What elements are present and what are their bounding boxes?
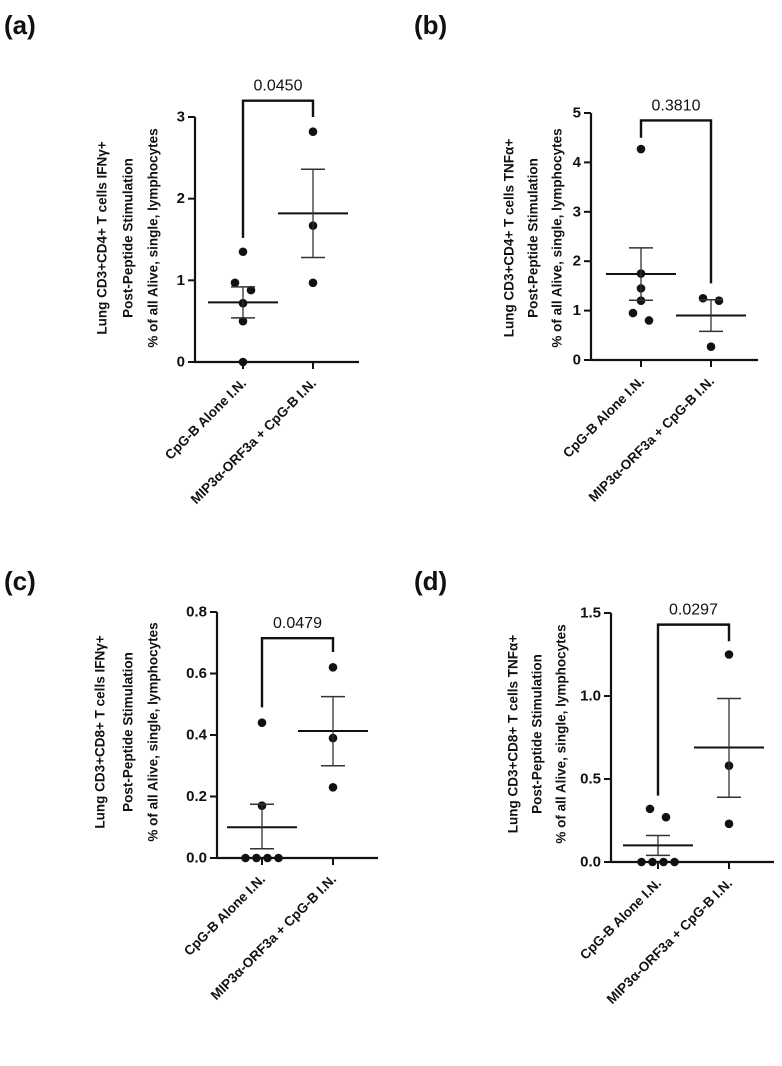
y-axis-label-line: Lung CD3+CD4+ T cells IFNγ+ xyxy=(95,141,110,334)
y-tick-label: 1 xyxy=(573,302,581,319)
data-point xyxy=(724,819,734,829)
y-tick-label: 5 xyxy=(573,105,581,122)
panel-c: (c) Lung CD3+CD8+ T cells IFNγ+ Post-Pepti… xyxy=(4,566,378,1003)
y-tick-label: 1.5 xyxy=(580,605,601,622)
data-point xyxy=(724,650,734,659)
series-2 xyxy=(298,663,368,792)
data-point xyxy=(238,316,248,326)
y-tick-label: 2 xyxy=(573,253,581,270)
data-point xyxy=(636,144,646,154)
series-1 xyxy=(623,804,693,867)
y-tick-label: 1 xyxy=(177,272,185,289)
y-tick-label: 0.4 xyxy=(186,727,208,744)
data-point xyxy=(628,308,638,318)
data-point xyxy=(698,293,708,303)
y-tick-label: 1.0 xyxy=(580,688,601,705)
data-point xyxy=(238,357,248,367)
data-point xyxy=(308,127,318,136)
panel-b: (b) Lung CD3+CD4+ T cells TNFα+ Post-Pepti… xyxy=(414,10,758,505)
p-value-label: 0.0479 xyxy=(273,615,322,632)
y-tick-label: 0 xyxy=(177,354,185,371)
series-2 xyxy=(278,127,348,288)
y-tick-label: 3 xyxy=(177,109,185,126)
y-axis-label-line: Post-Peptide Stimulation xyxy=(530,654,545,814)
y-axis-label-line: Lung CD3+CD4+ T cells TNFα+ xyxy=(502,139,517,338)
y-axis-label-line: Post-Peptide Stimulation xyxy=(121,158,136,318)
x-tick-label: MIP3α-ORF3a + CpG-B I.N. xyxy=(604,876,735,1007)
data-point xyxy=(308,278,318,288)
significance-bracket xyxy=(639,119,713,284)
significance-bracket xyxy=(241,99,315,238)
data-point xyxy=(230,278,240,288)
p-value-label: 0.0297 xyxy=(669,602,718,619)
y-tick-label: 4 xyxy=(573,154,582,171)
panel-letter: (d) xyxy=(414,566,447,596)
p-value-label: 0.0450 xyxy=(254,78,303,95)
panel-letter: (b) xyxy=(414,10,447,40)
series-1 xyxy=(208,247,278,367)
series-2 xyxy=(694,650,764,829)
y-axis-label-line: Post-Peptide Stimulation xyxy=(526,158,541,318)
series-2 xyxy=(676,293,746,351)
data-point xyxy=(238,247,248,257)
data-point xyxy=(274,853,283,863)
y-axis-label-line: % of all Alive, single, lymphocytes xyxy=(550,128,565,347)
y-tick-label: 0.5 xyxy=(580,771,601,788)
y-tick-label: 0.0 xyxy=(186,850,207,867)
significance-bracket xyxy=(656,623,731,796)
data-point xyxy=(645,804,655,814)
data-point xyxy=(648,857,657,867)
series-1 xyxy=(227,718,297,863)
data-point xyxy=(328,663,338,672)
panel-letter: (a) xyxy=(4,10,36,40)
y-axis-label-line: % of all Alive, single, lymphocytes xyxy=(554,624,569,843)
panel-d: (d) Lung CD3+CD8+ T cells TNFα+ Post-Pepti… xyxy=(414,566,774,1007)
significance-bracket xyxy=(260,636,335,708)
panel-a: (a) Lung CD3+CD4+ T cells IFNγ+ Post-Pepti… xyxy=(4,10,359,507)
y-tick-label: 2 xyxy=(177,190,185,207)
series-1 xyxy=(606,144,676,325)
y-tick-label: 0 xyxy=(573,352,581,369)
data-point xyxy=(252,853,261,863)
y-tick-label: 0.2 xyxy=(186,788,207,805)
y-tick-label: 0.6 xyxy=(186,665,207,682)
y-axis-label-line: Lung CD3+CD8+ T cells IFNγ+ xyxy=(93,635,108,828)
x-tick-label: MIP3α-ORF3a + CpG-B I.N. xyxy=(188,376,319,507)
y-tick-label: 3 xyxy=(573,203,581,220)
data-point xyxy=(659,857,668,867)
x-tick-label: MIP3α-ORF3a + CpG-B I.N. xyxy=(586,374,717,505)
y-tick-label: 0.8 xyxy=(186,604,207,621)
y-axis-label-line: Post-Peptide Stimulation xyxy=(121,652,136,812)
data-point xyxy=(637,857,646,867)
y-tick-label: 0.0 xyxy=(580,854,601,871)
p-value-label: 0.3810 xyxy=(652,97,701,114)
data-point xyxy=(241,853,250,863)
y-axis-label-line: Lung CD3+CD8+ T cells TNFα+ xyxy=(506,635,521,834)
data-point xyxy=(706,342,716,351)
data-point xyxy=(661,812,671,822)
data-point xyxy=(644,316,654,325)
data-point xyxy=(714,296,724,306)
y-axis-label-line: % of all Alive, single, lymphocytes xyxy=(146,622,161,841)
data-point xyxy=(263,853,272,863)
panel-letter: (c) xyxy=(4,566,36,596)
data-point xyxy=(246,285,256,295)
y-axis-label-line: % of all Alive, single, lymphocytes xyxy=(146,128,161,347)
x-tick-label: MIP3α-ORF3a + CpG-B I.N. xyxy=(208,872,339,1003)
data-point xyxy=(328,782,338,792)
data-point xyxy=(257,718,267,727)
data-point xyxy=(670,857,679,867)
